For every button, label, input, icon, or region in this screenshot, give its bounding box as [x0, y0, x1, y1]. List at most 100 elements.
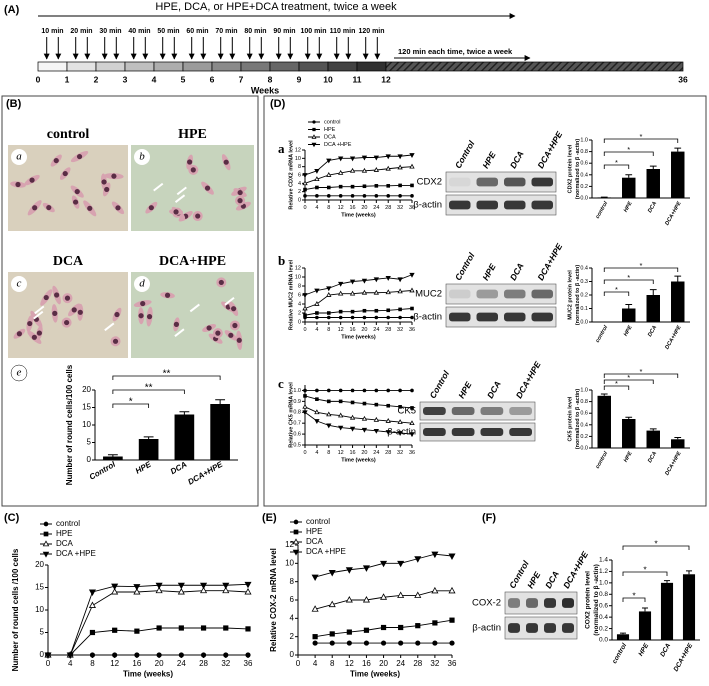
blot-membrane — [445, 171, 557, 193]
lane-label: HPE — [525, 570, 543, 590]
y-tick-label: 0.4 — [580, 172, 588, 178]
duration-label: 50 min — [157, 28, 179, 35]
data-point — [398, 640, 404, 646]
blot-band — [423, 428, 446, 436]
y-tick-label: 10 — [295, 274, 301, 280]
data-point — [363, 627, 370, 633]
y-tick-label: 0.4 — [580, 422, 588, 428]
cell-nucleus — [27, 320, 33, 327]
axis — [304, 268, 412, 323]
y-tick-label: 20 — [35, 560, 44, 569]
cell-nucleus — [111, 173, 117, 179]
y-axis-label: Relative CK5 mRNA level — [288, 382, 294, 448]
data-point — [385, 276, 391, 281]
data-point — [155, 586, 163, 594]
data-point — [315, 397, 319, 401]
blot-band — [449, 177, 471, 187]
data-point — [303, 388, 307, 393]
data-point — [326, 311, 331, 315]
x-tick-label: 32 — [397, 450, 403, 456]
x-tick-label: 28 — [385, 450, 391, 456]
blot-band — [449, 312, 471, 322]
significance-label: * — [627, 145, 630, 154]
protein-label: COX-2 — [472, 598, 501, 609]
x-tick-label: DCA — [647, 451, 658, 464]
blot-band — [544, 623, 556, 633]
y-axis-label: Relative COX-2 mRNA level — [269, 548, 278, 652]
image-title: DCA — [53, 254, 84, 269]
data-point — [328, 600, 336, 608]
y-axis-label: Relative CDX2 mRNA level — [288, 140, 294, 210]
data-point — [350, 388, 355, 393]
legend-marker — [312, 127, 316, 132]
data-point — [410, 315, 414, 320]
blot-membrane — [445, 194, 557, 216]
data-point — [326, 388, 331, 393]
series-line — [304, 395, 413, 409]
cell-nucleus — [173, 209, 179, 215]
error-bar — [625, 416, 633, 419]
y-tick-label: 1.0 — [580, 387, 588, 393]
treatment-text: HPE, DCA, or HPE+DCA treatment, twice a … — [155, 1, 397, 13]
panel-label: (B) — [6, 98, 22, 110]
data-point — [397, 154, 403, 160]
y-tick-label: 4 — [298, 181, 301, 187]
lane-label: Control — [427, 368, 451, 400]
y-tick-label: 8 — [298, 283, 301, 289]
protein-label: β-actin — [413, 312, 442, 323]
x-tick-label: 32 — [221, 659, 230, 668]
cell-nucleus — [15, 181, 21, 188]
data-point — [398, 194, 402, 198]
data-point — [385, 418, 391, 423]
y-tick-label: 0 — [40, 650, 45, 659]
cell-nucleus — [52, 310, 58, 316]
data-point — [311, 605, 319, 612]
cell-nucleus — [53, 157, 59, 164]
y-tick-label: 10 — [285, 558, 294, 567]
data-point — [311, 574, 319, 582]
data-point — [222, 586, 230, 594]
y-tick-label: 4 — [290, 613, 295, 622]
bar — [210, 404, 230, 460]
x-tick-label: 4 — [313, 659, 318, 668]
micrograph — [8, 272, 128, 358]
x-tick-label: 0 — [296, 659, 301, 668]
data-point — [314, 176, 320, 182]
data-point — [386, 388, 391, 393]
cell-nucleus — [223, 159, 229, 165]
lane-label: DCA — [543, 569, 561, 590]
data-point — [397, 591, 405, 598]
protein-label: β-actin — [387, 427, 416, 438]
legend-label: DCA +HPE — [306, 547, 346, 556]
data-point — [386, 315, 391, 320]
x-tick-label: 24 — [373, 205, 379, 211]
data-point — [134, 652, 140, 658]
blot-band — [504, 200, 526, 210]
image-letter-badge — [134, 149, 150, 165]
error-bar — [215, 399, 226, 404]
bar — [174, 414, 195, 460]
timeline-segment — [95, 61, 126, 72]
data-point — [345, 567, 353, 574]
x-tick-label: DCA+HPE — [186, 459, 224, 486]
y-tick-label: 10 — [295, 156, 301, 162]
series-line — [304, 290, 413, 309]
x-tick-label: 12 — [110, 659, 119, 668]
data-point — [449, 617, 455, 623]
y-tick-label: 0.8 — [293, 410, 301, 416]
lane-label: HPE — [456, 380, 474, 400]
data-point — [338, 315, 343, 320]
bar — [646, 295, 660, 322]
significance-bracket — [603, 151, 654, 156]
data-point — [362, 401, 367, 406]
data-point — [326, 286, 332, 292]
data-point — [362, 565, 370, 572]
blot-band — [504, 177, 526, 187]
data-point — [88, 601, 96, 608]
data-point — [380, 593, 388, 600]
cell-nucleus — [140, 300, 146, 307]
data-point — [380, 640, 387, 646]
lane-label: DCA+HPE — [535, 129, 564, 170]
data-point — [398, 388, 402, 393]
y-tick-label: 0.0 — [580, 319, 588, 325]
